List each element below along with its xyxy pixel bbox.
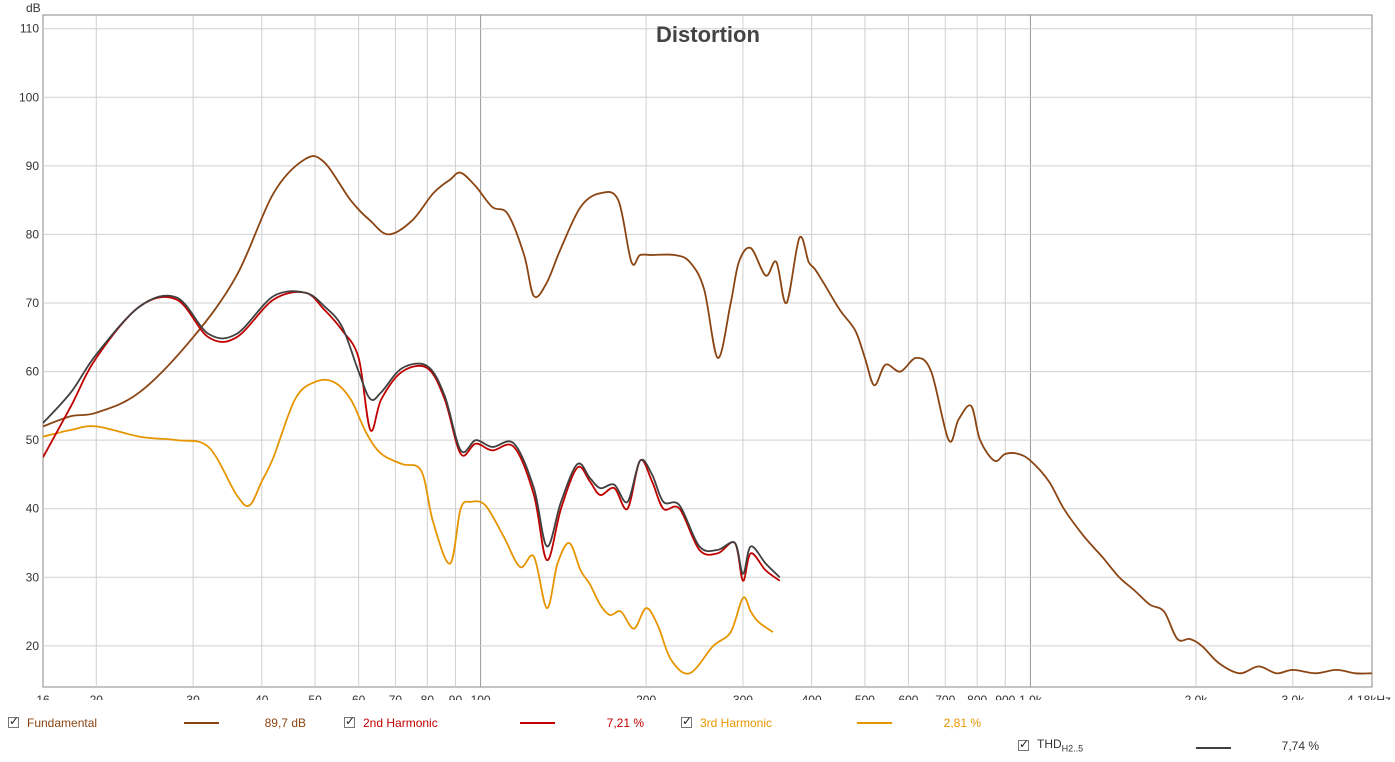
3rd-harmonic-value: 2,81 % [943,716,981,730]
2nd-harmonic-checkbox[interactable] [344,714,355,728]
2nd-harmonic-label: 2nd Harmonic [363,716,438,730]
x-tick-label: 400 [802,693,822,700]
thd-value: 7,74 % [1281,739,1319,753]
legend-3rd-harmonic[interactable]: 3rd Harmonic 2,81 % [681,713,1011,733]
x-tick-label: 300 [733,693,753,700]
thd-label: THDH2..5 [1037,737,1083,753]
x-tick-label: 500 [855,693,875,700]
thd-checkbox[interactable] [1018,737,1029,751]
thd-swatch [1196,747,1231,749]
x-tick-label: 60 [352,693,366,700]
legend-2nd-harmonic[interactable]: 2nd Harmonic 7,21 % [344,713,674,733]
x-tick-label: 700 [935,693,955,700]
y-tick-label: 100 [19,90,39,104]
x-tick-label: 30 [186,693,200,700]
x-tick-label: 2,0k [1185,693,1209,700]
thd-label-sub: H2..5 [1061,743,1084,754]
grid [43,15,1372,687]
y-tick-label: 60 [26,365,40,379]
fundamental-checkbox[interactable] [8,714,19,728]
2nd-harmonic-value: 7,21 % [606,716,644,730]
y-tick-label: 70 [26,296,40,310]
x-tick-label: 50 [308,693,322,700]
x-tick-label: 600 [898,693,918,700]
fundamental-label: Fundamental [27,716,98,730]
3rd-harmonic-checkbox[interactable] [681,714,692,728]
fundamental-value: 89,7 dB [264,716,306,730]
series-line-3rd-harmonic [43,378,774,675]
y-tick-label: 40 [26,502,40,516]
2nd-harmonic-swatch [520,722,555,724]
series-lines [43,155,1372,675]
legend-thd[interactable]: THDH2..5 7,74 % [1018,736,1348,756]
plot-frame [42,14,1373,688]
x-tick-label: 80 [421,693,435,700]
series-line-thd-h2-5 [43,290,781,578]
x-tick-label: 20 [90,693,104,700]
series-line-fundamental [43,155,1372,675]
fundamental-swatch [184,722,219,724]
x-tick-label: 100 [471,693,491,700]
chart-title: Distortion [656,22,760,47]
y-tick-label: 50 [26,433,40,447]
x-tick-label: 200 [636,693,656,700]
x-tick-label: 4,18kHz [1347,693,1391,700]
tick-labels: 16 20 30 40 50 60 70 80 90 100 200 300 400 500 600 700 8… [19,22,1391,700]
y-tick-label: 20 [26,639,40,653]
legend-fundamental[interactable]: Fundamental 89,7 dB [8,713,338,733]
y-axis-label: dB [26,1,41,15]
x-tick-label: 70 [389,693,403,700]
x-tick-label: 800 [967,693,987,700]
x-tick-label: 1,0k [1019,693,1043,700]
series-line-2nd-harmonic [43,291,781,582]
thd-label-main: THD [1037,737,1062,751]
x-tick-label: 90 [449,693,463,700]
distortion-chart: 16 20 30 40 50 60 70 80 90 100 200 300 400 500 600 700 8… [19,1,1391,700]
x-tick-label: 16 [36,693,50,700]
x-tick-label: 900 [995,693,1015,700]
y-tick-label: 110 [20,22,39,36]
x-tick-label: 40 [255,693,269,700]
3rd-harmonic-label: 3rd Harmonic [700,716,773,730]
y-tick-label: 30 [26,570,40,584]
y-tick-label: 80 [26,227,40,241]
x-tick-label: 3,0k [1281,693,1305,700]
3rd-harmonic-swatch [857,722,892,724]
y-tick-label: 90 [26,159,40,173]
